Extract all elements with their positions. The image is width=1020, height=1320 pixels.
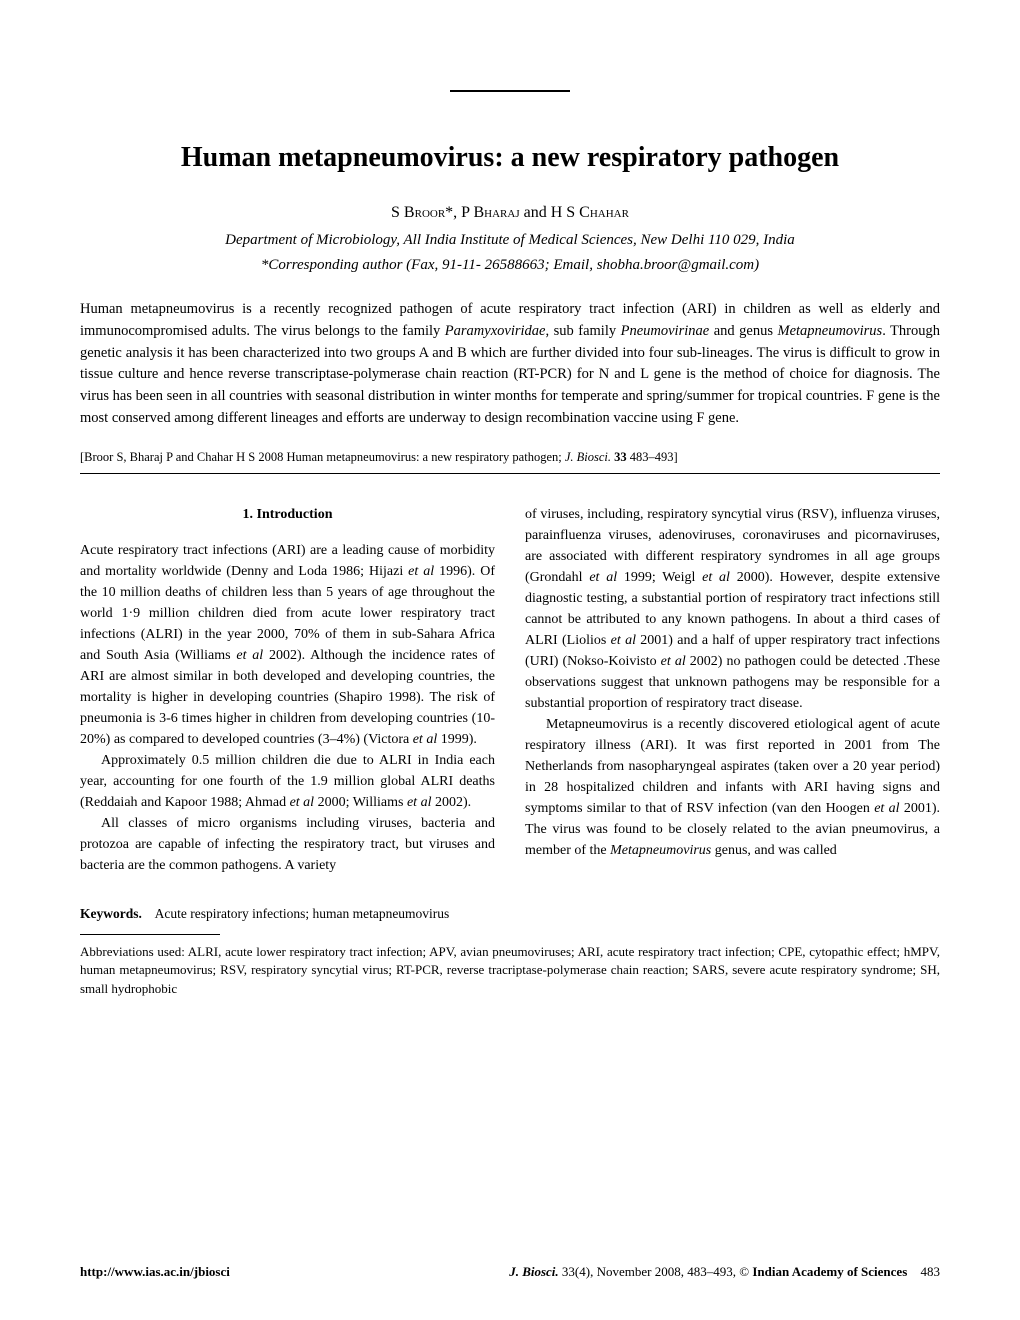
corresponding-author: *Corresponding author (Fax, 91-11- 26588…	[80, 257, 940, 274]
abstract: Human metapneumovirus is a recently reco…	[80, 299, 940, 430]
footer-page-number: 483	[921, 1264, 941, 1279]
top-divider	[450, 90, 570, 92]
footer-journal-text: J. Biosci. 33(4), November 2008, 483–493…	[509, 1264, 907, 1279]
footer-journal: J. Biosci. 33(4), November 2008, 483–493…	[509, 1264, 940, 1280]
left-column: 1. Introduction Acute respiratory tract …	[80, 504, 495, 876]
body-paragraph: Metapneumovirus is a recently discovered…	[525, 714, 940, 861]
citation: [Broor S, Bharaj P and Chahar H S 2008 H…	[80, 450, 940, 465]
section-heading-introduction: 1. Introduction	[80, 504, 495, 525]
keywords-section: Keywords. Acute respiratory infections; …	[80, 906, 940, 922]
body-paragraph: of viruses, including, respiratory syncy…	[525, 504, 940, 714]
affiliation: Department of Microbiology, All India In…	[80, 232, 940, 249]
body-paragraph: Acute respiratory tract infections (ARI)…	[80, 540, 495, 750]
footer-url: http://www.ias.ac.in/jbiosci	[80, 1264, 230, 1280]
abstract-divider	[80, 473, 940, 474]
body-columns: 1. Introduction Acute respiratory tract …	[80, 504, 940, 876]
right-column: of viruses, including, respiratory syncy…	[525, 504, 940, 876]
abbrev-divider	[80, 934, 220, 935]
keywords-label: Keywords.	[80, 906, 142, 921]
article-title: Human metapneumovirus: a new respiratory…	[80, 142, 940, 174]
abbreviations: Abbreviations used: ALRI, acute lower re…	[80, 943, 940, 1000]
authors: S Broor*, P Bharaj and H S Chahar	[80, 204, 940, 222]
keywords-text: Acute respiratory infections; human meta…	[155, 906, 450, 921]
body-paragraph: Approximately 0.5 million children die d…	[80, 750, 495, 813]
page-footer: http://www.ias.ac.in/jbiosci J. Biosci. …	[80, 1264, 940, 1280]
body-paragraph: All classes of micro organisms including…	[80, 813, 495, 876]
